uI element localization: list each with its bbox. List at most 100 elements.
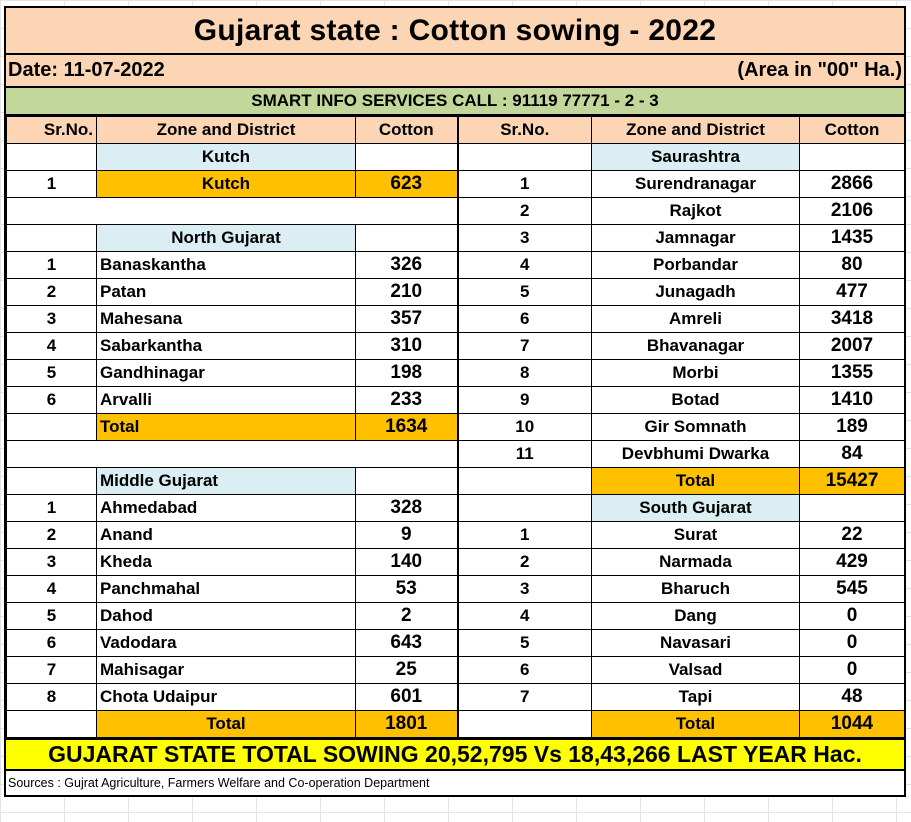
total-label-left: Total [96,413,356,441]
cotton-area-cell-left: 233 [355,386,459,414]
district-name-left: Patan [96,278,356,306]
table-row: North Gujarat 3 Jamnagar 1435 [6,224,905,252]
date-row: Date: 11-07-2022 (Area in "00" Ha.) [6,55,904,88]
cotton-area-cell-right: 0 [799,602,905,630]
cotton-area-cell-left: 2 [355,602,459,630]
cotton-area-cell-left: 198 [355,359,459,387]
district-name-left: Chota Udaipur [96,683,356,711]
col-header-srno-right: Sr.No. [457,116,592,144]
district-name-left: Dahod [96,602,356,630]
sr-no-cell-right: 5 [457,278,592,306]
cotton-area-cell-right: 1410 [799,386,905,414]
sr-no-cell-right [457,710,592,738]
table-row: 2 Rajkot 2106 [6,197,905,225]
cotton-area-cell-right: 48 [799,683,905,711]
sr-no-cell-right [457,494,592,522]
col-header-zone-left: Zone and District [96,116,356,144]
district-name-left: Mahisagar [96,656,356,684]
district-name-right: Amreli [591,305,800,333]
cotton-area-cell-left: 357 [355,305,459,333]
sr-no-cell-right: 2 [457,548,592,576]
col-header-cotton-right: Cotton [799,116,905,144]
cotton-area-cell-left: 643 [355,629,459,657]
sr-no-cell-left [6,143,97,171]
cotton-area-cell-left: 140 [355,548,459,576]
table-row: 1 Kutch 623 1 Surendranagar 2866 [6,170,905,198]
district-name-right: Devbhumi Dwarka [591,440,800,468]
sr-no-cell-right [457,143,592,171]
sr-no-cell-left: 8 [6,683,97,711]
table-row: 4 Sabarkantha 310 7 Bhavanagar 2007 [6,332,905,360]
zone-heading-right: Saurashtra [591,143,800,171]
sr-no-cell-left [6,710,97,738]
sr-no-cell-left: 5 [6,602,97,630]
cotton-area-cell-right: 189 [799,413,905,441]
sr-no-cell-right: 7 [457,332,592,360]
sr-no-cell-left: 6 [6,386,97,414]
cotton-area-cell-right: 477 [799,278,905,306]
sr-no-cell-left: 6 [6,629,97,657]
district-name-right: Tapi [591,683,800,711]
sr-no-cell-left [6,224,97,252]
district-name-right: Valsad [591,656,800,684]
table-row: 1 Ahmedabad 328 South Gujarat [6,494,905,522]
sr-no-cell-left: 4 [6,575,97,603]
zone-heading-left: North Gujarat [96,224,356,252]
district-name-left: Anand [96,521,356,549]
sr-no-cell-left [6,413,97,441]
total-value-left: 1634 [355,413,459,441]
col-header-cotton-left: Cotton [355,116,459,144]
cotton-area-cell-left [355,440,459,468]
cotton-sowing-report: Gujarat state : Cotton sowing - 2022 Dat… [4,6,906,797]
sr-no-cell-right: 9 [457,386,592,414]
sr-no-cell-right: 4 [457,251,592,279]
district-name-left: Gandhinagar [96,359,356,387]
cotton-area-cell-left: 326 [355,251,459,279]
sr-no-cell-right: 4 [457,602,592,630]
table-row: 5 Gandhinagar 198 8 Morbi 1355 [6,359,905,387]
cotton-area-cell-left: 310 [355,332,459,360]
total-value-right: 1044 [799,710,905,738]
district-name-right: Porbandar [591,251,800,279]
col-header-srno-left: Sr.No. [6,116,97,144]
district-name-left: Vadodara [96,629,356,657]
sr-no-cell-left [6,197,97,225]
sr-no-cell-left: 2 [6,278,97,306]
sr-no-cell-left: 4 [6,332,97,360]
table-row: Total 1634 10 Gir Somnath 189 [6,413,905,441]
district-name-right: Surendranagar [591,170,800,198]
col-header-zone-right: Zone and District [591,116,800,144]
info-services-line: SMART INFO SERVICES CALL : 91119 77771 -… [6,88,904,116]
district-name-right: Junagadh [591,278,800,306]
table-header-row: Sr.No. Zone and District Cotton Sr.No. Z… [6,116,905,144]
table-row: 1 Banaskantha 326 4 Porbandar 80 [6,251,905,279]
zone-heading-right: South Gujarat [591,494,800,522]
sr-no-cell-right: 10 [457,413,592,441]
area-unit-note: (Area in "00" Ha.) [737,59,902,81]
cotton-area-cell-right: 80 [799,251,905,279]
sr-no-cell-left [6,467,97,495]
table-row: 3 Kheda 140 2 Narmada 429 [6,548,905,576]
district-name-left: Mahesana [96,305,356,333]
cotton-area-cell-left [355,197,459,225]
district-name-left: Ahmedabad [96,494,356,522]
cotton-area-cell-right: 545 [799,575,905,603]
state-total-banner: GUJARAT STATE TOTAL SOWING 20,52,795 Vs … [6,738,904,771]
table-row: 5 Dahod 2 4 Dang 0 [6,602,905,630]
total-value-left: 623 [355,170,459,198]
table-row: 7 Mahisagar 25 6 Valsad 0 [6,656,905,684]
sr-no-cell-right: 5 [457,629,592,657]
district-name-right: Botad [591,386,800,414]
sr-no-cell-right: 1 [457,521,592,549]
table-row: Total 1801 Total 1044 [6,710,905,738]
cotton-area-cell-right: 2007 [799,332,905,360]
total-value-right: 15427 [799,467,905,495]
sr-no-cell-left [6,440,97,468]
sr-no-cell-right: 3 [457,575,592,603]
cotton-area-cell-left [355,143,459,171]
table-row: 2 Patan 210 5 Junagadh 477 [6,278,905,306]
zone-heading-left: Kutch [96,143,356,171]
cotton-area-cell-left: 601 [355,683,459,711]
district-name-right: Navasari [591,629,800,657]
cotton-area-cell-right [799,143,905,171]
